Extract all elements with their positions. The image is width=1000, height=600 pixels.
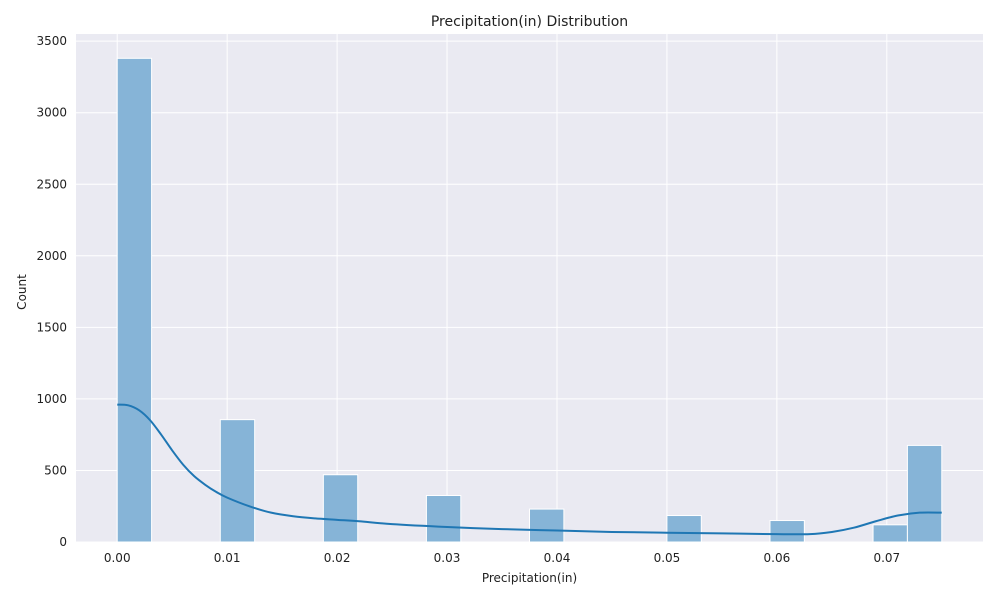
histogram-bar-5 <box>666 515 702 543</box>
y-tick-label-1: 500 <box>44 463 67 477</box>
x-tick-label-6: 0.06 <box>764 551 791 565</box>
x-tick-label-2: 0.02 <box>324 551 351 565</box>
y-tick-label-6: 3000 <box>36 106 67 120</box>
y-tick-label-5: 2500 <box>36 177 67 191</box>
kde-curve <box>117 403 942 536</box>
y-axis-ticks: 0 500 1000 1500 2000 2500 3000 3500 <box>36 34 67 549</box>
x-tick-label-1: 0.01 <box>214 551 241 565</box>
y-tick-label-4: 2000 <box>36 249 67 263</box>
grid-lines <box>76 34 983 543</box>
x-tick-label-5: 0.05 <box>654 551 681 565</box>
histogram-bar-0 <box>116 57 153 543</box>
histogram-bar-4 <box>529 508 565 543</box>
y-axis-label: Count <box>15 274 29 310</box>
histogram-bar-1 <box>219 419 256 543</box>
histogram-bar-2 <box>322 474 359 543</box>
y-tick-label-7: 3500 <box>36 34 67 48</box>
histogram-bar-6 <box>769 520 805 543</box>
plot-background <box>76 34 983 542</box>
y-tick-label-3: 1500 <box>36 320 67 334</box>
y-tick-label-0: 0 <box>59 535 67 549</box>
x-tick-label-0: 0.00 <box>104 551 131 565</box>
histogram-bar-8 <box>906 444 943 543</box>
x-axis-ticks: 0.00 0.01 0.02 0.03 0.04 0.05 0.06 0.07 <box>104 551 900 565</box>
x-tick-label-4: 0.04 <box>544 551 571 565</box>
x-tick-label-7: 0.07 <box>873 551 900 565</box>
histogram-bar-7 <box>872 524 908 543</box>
histogram-bar-3 <box>425 494 462 543</box>
histogram-bars <box>116 57 943 543</box>
x-axis-label: Precipitation(in) <box>482 571 577 585</box>
y-tick-label-2: 1000 <box>36 392 67 406</box>
x-tick-label-3: 0.03 <box>434 551 461 565</box>
chart-title: Precipitation(in) Distribution <box>431 14 628 30</box>
